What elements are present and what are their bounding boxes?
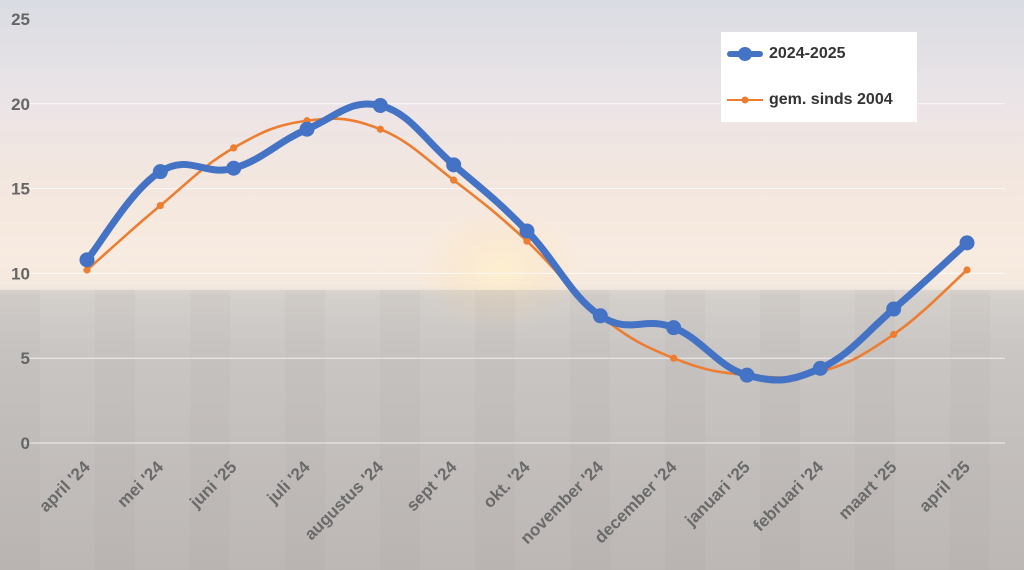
x-tick-label: april '25	[915, 457, 973, 515]
series-1-point	[886, 301, 902, 317]
series-2-point	[963, 266, 971, 274]
series-1-point	[299, 121, 315, 137]
series-group	[79, 97, 975, 384]
x-tick-label: mei '24	[113, 457, 167, 511]
y-tick-label: 15	[11, 180, 30, 199]
legend-label-series-2: gem. sinds 2004	[769, 91, 893, 108]
y-tick-label: 5	[21, 349, 30, 368]
y-tick-label: 10	[11, 264, 30, 283]
series-1-point	[959, 235, 975, 251]
series-2-point	[376, 125, 384, 133]
series-2-point	[523, 237, 531, 245]
x-tick-label: april '24	[35, 457, 94, 516]
x-axis-ticks: april '24 mei '24 juni '25 juli '24augustus…	[35, 457, 973, 548]
series-2-point	[156, 201, 164, 210]
series-2-point	[450, 176, 458, 184]
x-tick-label: januari '25	[681, 457, 754, 530]
series-1-point	[519, 223, 535, 239]
series-1-point	[739, 367, 755, 383]
y-tick-label: 25	[11, 10, 30, 29]
series-2-point	[670, 354, 678, 362]
legend-swatch-series-2	[727, 93, 763, 107]
x-tick-label: juni '25	[185, 457, 240, 512]
y-axis-ticks: 0 5 10 15 20 25	[11, 10, 30, 453]
x-tick-label: augustus '24	[301, 457, 388, 544]
legend-item-series-1: 2024-2025	[727, 42, 846, 66]
series-line-2	[85, 117, 969, 379]
legend: 2024-2025 gem. sinds 2004	[721, 32, 917, 122]
gridlines	[22, 103, 1005, 444]
series-2-point	[890, 330, 898, 339]
y-tick-label: 20	[11, 95, 30, 114]
x-tick-label: okt. '24	[479, 457, 534, 512]
series-1-point	[666, 320, 682, 336]
x-tick-label: maart '25	[835, 457, 901, 523]
background-city-photo	[0, 290, 1024, 570]
series-1-point	[152, 164, 168, 180]
series-2-point	[230, 144, 238, 152]
y-tick-label: 0	[21, 434, 30, 453]
series-2-point	[83, 266, 91, 274]
series-1-point	[79, 252, 95, 268]
x-tick-label: juli '24	[263, 457, 314, 508]
legend-label-series-1: 2024-2025	[769, 45, 846, 62]
legend-item-series-2: gem. sinds 2004	[727, 88, 893, 112]
x-tick-label: sept '24	[403, 457, 461, 515]
series-1-point	[226, 160, 242, 176]
series-1-point	[372, 97, 388, 113]
series-1-point	[592, 308, 608, 324]
x-tick-label: februari '24	[749, 457, 827, 535]
series-1-point	[812, 360, 828, 376]
legend-swatch-series-1	[727, 47, 763, 61]
series-1-point	[446, 157, 462, 173]
